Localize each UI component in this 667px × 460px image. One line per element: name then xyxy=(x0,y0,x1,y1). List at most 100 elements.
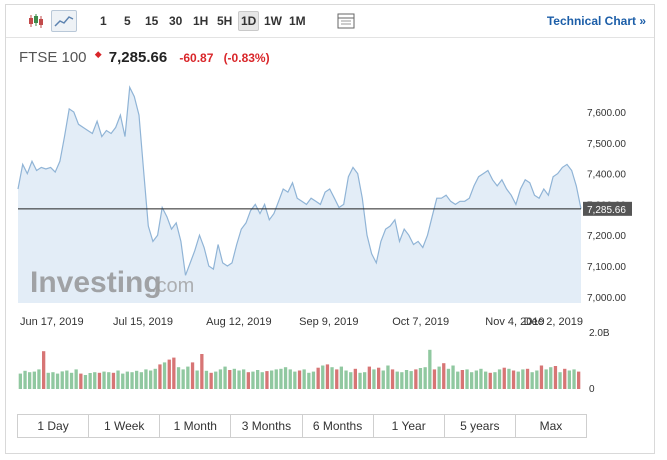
volume-bar xyxy=(130,372,134,389)
volume-bar xyxy=(456,371,460,389)
volume-bar xyxy=(223,366,227,389)
volume-bar xyxy=(149,370,153,389)
volume-bar xyxy=(237,370,241,389)
volume-bar xyxy=(228,370,232,389)
x-tick-label: Jul 15, 2019 xyxy=(113,316,173,328)
timeframe-1h[interactable]: 1H xyxy=(193,14,209,28)
period-1-month[interactable]: 1 Month xyxy=(160,415,232,437)
investing-logo: Investing .com xyxy=(30,266,194,299)
volume-bar xyxy=(335,369,339,389)
volume-bar xyxy=(60,371,64,389)
volume-bar xyxy=(18,373,22,389)
volume-bar xyxy=(363,372,367,389)
timeframe-1m[interactable]: 1M xyxy=(289,14,306,28)
volume-bar xyxy=(302,369,306,389)
period-5-years[interactable]: 5 years xyxy=(445,415,516,437)
volume-bar xyxy=(83,375,88,389)
volume-bar xyxy=(125,371,129,389)
chart-widget: 1 5 15 30 1H 5H 1D 1W 1M Technical Chart… xyxy=(5,4,655,454)
volume-bar xyxy=(511,370,516,389)
x-tick-label: Oct 7, 2019 xyxy=(392,316,449,328)
volume-bar xyxy=(567,370,571,389)
volume-bar xyxy=(372,369,376,389)
volume-bar xyxy=(158,364,162,389)
volume-bar xyxy=(93,372,97,389)
period-3-months[interactable]: 3 Months xyxy=(231,415,303,437)
volume-bar xyxy=(353,368,357,389)
timeframe-5h[interactable]: 5H xyxy=(217,14,233,28)
y-tick-label: 7,200.00 xyxy=(587,231,626,242)
table-icon[interactable] xyxy=(333,10,359,32)
candlestick-icon[interactable] xyxy=(23,10,49,32)
y-tick-label: 7,100.00 xyxy=(587,262,626,273)
volume-bar xyxy=(270,370,274,389)
volume-bar xyxy=(321,365,325,389)
period-6-months[interactable]: 6 Months xyxy=(303,415,374,437)
volume-bar xyxy=(521,369,525,389)
timeframe-1w[interactable]: 1W xyxy=(264,14,282,28)
volume-bar xyxy=(79,373,83,389)
timeframe-30[interactable]: 30 xyxy=(169,14,183,28)
period-1-year[interactable]: 1 Year xyxy=(374,415,445,437)
volume-bar xyxy=(274,369,278,389)
down-arrow-icon: ◆ xyxy=(94,49,102,59)
line-chart-icon[interactable] xyxy=(51,10,77,32)
technical-chart-link[interactable]: Technical Chart » xyxy=(546,14,646,28)
volume-bar xyxy=(553,366,558,389)
volume-bar xyxy=(265,371,269,389)
timeframe-15[interactable]: 15 xyxy=(145,14,159,28)
volume-bar xyxy=(409,371,413,389)
volume-bar xyxy=(65,370,69,389)
volume-bar xyxy=(102,371,106,389)
volume-bar xyxy=(28,372,32,389)
volume-bar xyxy=(288,369,292,389)
volume-bar xyxy=(42,351,46,389)
volume-bar xyxy=(176,367,181,389)
volume-bar xyxy=(470,372,474,389)
volume-bar xyxy=(400,372,404,389)
volume-bar xyxy=(139,372,143,389)
volume-bar xyxy=(432,369,437,389)
x-tick-label: Aug 12, 2019 xyxy=(206,316,271,328)
volume-bar xyxy=(414,369,418,389)
price-change: -60.87 xyxy=(179,51,214,65)
timeframe-5[interactable]: 5 xyxy=(124,14,131,28)
volume-bar xyxy=(339,366,343,389)
timeframe-1d[interactable]: 1D xyxy=(238,11,260,31)
volume-bar xyxy=(577,371,581,389)
x-tick-label: Nov 4, 2019 xyxy=(485,316,544,328)
y-tick-label: 7,500.00 xyxy=(587,139,626,150)
volume-bar xyxy=(186,366,190,389)
volume-bar xyxy=(367,366,371,389)
volume-bar xyxy=(358,372,362,389)
volume-bar xyxy=(200,354,204,389)
volume-bar xyxy=(116,370,120,389)
chart-toolbar: 1 5 15 30 1H 5H 1D 1W 1M Technical Chart… xyxy=(6,5,654,38)
volume-bar xyxy=(283,367,288,389)
volume-bar xyxy=(418,368,423,389)
current-price-label: 7,285.66 xyxy=(587,205,626,216)
volume-bar xyxy=(502,367,506,389)
price-chart: 7,000.007,100.007,200.007,300.007,400.00… xyxy=(17,75,632,395)
volume-axis-zero: 0 xyxy=(589,384,595,395)
volume-bar xyxy=(404,370,409,389)
volume-bar xyxy=(256,370,260,389)
timeframe-1[interactable]: 1 xyxy=(100,14,107,28)
volume-bar xyxy=(474,370,478,389)
x-tick-label: Dec 2, 2019 xyxy=(524,316,583,328)
volume-bar xyxy=(51,372,55,389)
volume-bar xyxy=(167,359,171,389)
period-max[interactable]: Max xyxy=(539,419,563,433)
period-1-week[interactable]: 1 Week xyxy=(89,415,161,437)
period-1-day[interactable]: 1 Day xyxy=(18,415,90,437)
watermark-suffix: .com xyxy=(151,275,194,297)
volume-bar xyxy=(507,368,511,389)
volume-bar xyxy=(55,373,60,389)
last-price: 7,285.66 xyxy=(108,49,168,66)
volume-bar xyxy=(386,365,390,389)
volume-bar xyxy=(497,369,502,389)
volume-bar xyxy=(535,370,539,389)
volume-bar xyxy=(530,372,534,389)
volume-bar xyxy=(135,370,139,389)
volume-bar xyxy=(465,369,469,389)
